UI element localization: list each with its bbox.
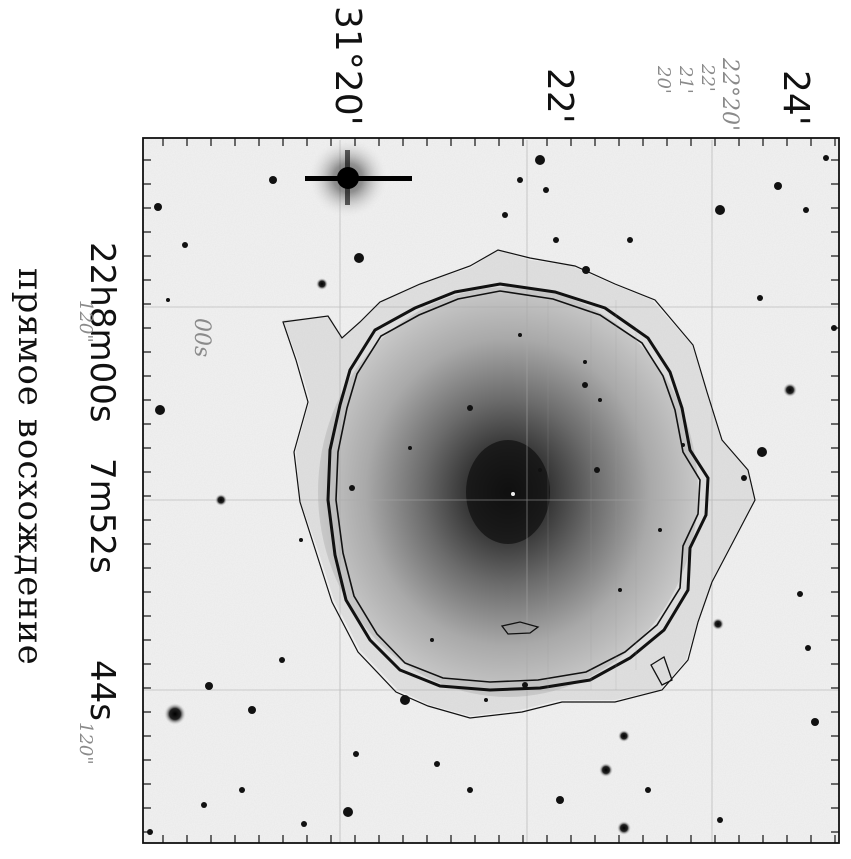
contour-small-loop: [650, 656, 673, 686]
field-star: [408, 446, 412, 450]
field-star: [583, 360, 587, 364]
pencil-note-5: 120": [75, 300, 96, 343]
field-star: [155, 405, 165, 415]
field-star: [582, 266, 590, 274]
field-star: [741, 475, 747, 481]
frame-ticks: [143, 138, 839, 843]
ra-label-44s: 44s: [82, 660, 122, 721]
field-star: [215, 494, 227, 506]
field-star: [164, 703, 186, 725]
field-star: [430, 638, 434, 642]
field-star: [522, 682, 528, 688]
pencil-note-1: 22°20': [717, 58, 742, 132]
pencil-note-4: 20': [653, 66, 674, 94]
field-star: [467, 787, 473, 793]
field-stars: [147, 155, 837, 835]
field-star: [805, 645, 811, 651]
field-star: [598, 398, 602, 402]
plate-frame: [142, 137, 840, 844]
field-star: [353, 751, 359, 757]
field-star: [645, 787, 651, 793]
field-star: [823, 155, 829, 161]
field-star: [582, 382, 588, 388]
field-star: [617, 821, 631, 835]
plate-streaks: [547, 300, 637, 690]
field-star: [400, 695, 410, 705]
field-star: [658, 528, 662, 532]
field-star: [518, 333, 522, 337]
pencil-note-3: 21': [675, 66, 696, 94]
pencil-note-6: 00s: [189, 318, 214, 358]
field-star: [681, 443, 685, 447]
field-star: [618, 588, 622, 592]
field-star: [343, 807, 353, 817]
dec-label-22: 22': [539, 68, 580, 124]
field-star: [239, 787, 245, 793]
field-star: [553, 237, 559, 243]
pencil-note-7: 120": [75, 722, 96, 765]
field-star: [797, 591, 803, 597]
field-star: [484, 698, 488, 702]
field-star: [299, 538, 303, 542]
field-star: [349, 485, 355, 491]
field-star: [757, 295, 763, 301]
field-star: [205, 682, 213, 690]
field-star: [316, 278, 328, 290]
field-star: [811, 718, 819, 726]
field-star: [717, 817, 723, 823]
field-star: [803, 207, 809, 213]
field-star: [757, 447, 767, 457]
contour-outer: [282, 249, 756, 719]
field-star: [248, 706, 256, 714]
field-star: [434, 761, 440, 767]
field-star: [715, 205, 725, 215]
field-star: [201, 802, 207, 808]
dec-label-31-20: 31°20': [327, 6, 368, 126]
field-star: [301, 821, 307, 827]
contour-main-outer: [326, 282, 710, 692]
field-star: [354, 253, 364, 263]
field-star: [783, 383, 797, 397]
field-star: [166, 298, 170, 302]
field-star: [774, 182, 782, 190]
field-star: [154, 203, 162, 211]
field-star: [517, 177, 523, 183]
field-star: [502, 212, 508, 218]
field-star: [594, 467, 600, 473]
field-star: [538, 468, 542, 472]
field-star: [269, 176, 277, 184]
field-star: [627, 237, 633, 243]
axis-title-right-ascension: прямое восхождение: [10, 268, 50, 666]
photographic-plate: [143, 138, 839, 843]
pencil-note-2: 22': [697, 64, 718, 92]
ra-label-7m52s: 7m52s: [82, 458, 122, 574]
field-star: [543, 187, 549, 193]
field-star: [712, 618, 724, 630]
field-star: [599, 763, 613, 777]
field-star: [182, 242, 188, 248]
contour-small-patch: [500, 621, 540, 635]
contour-main-inner: [335, 290, 701, 683]
field-star: [535, 155, 545, 165]
field-star: [279, 657, 285, 663]
bright-star: [305, 138, 412, 220]
galaxy-core: [466, 440, 550, 544]
field-star: [467, 405, 473, 411]
dec-label-24: 24': [775, 70, 816, 126]
field-star: [556, 796, 564, 804]
field-star: [618, 730, 630, 742]
